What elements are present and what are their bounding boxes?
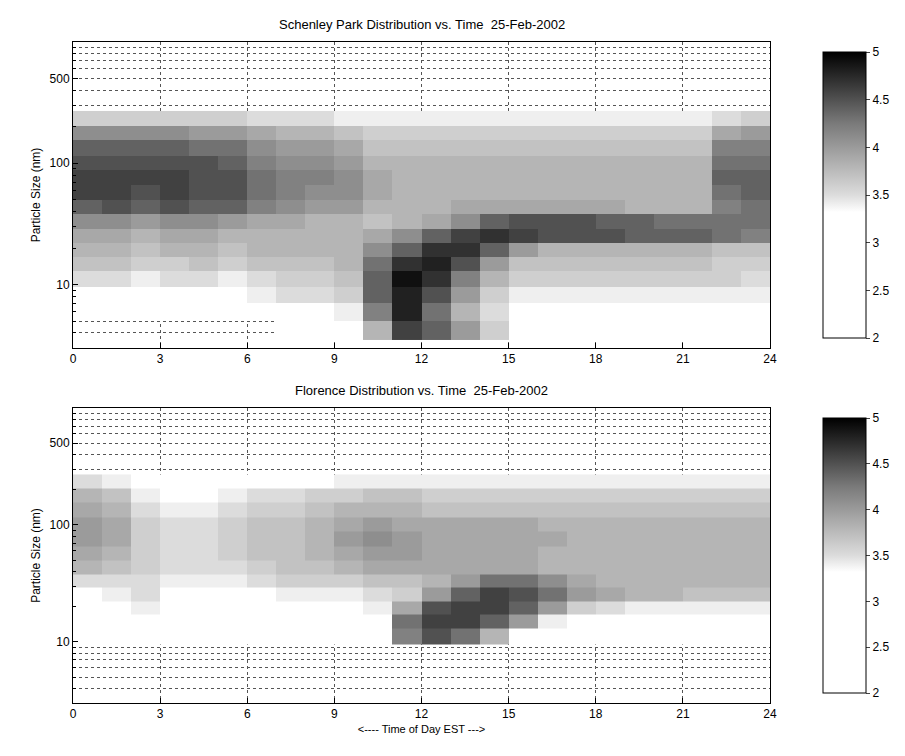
svg-text:2.5: 2.5 — [872, 640, 889, 654]
svg-text:6: 6 — [244, 707, 251, 721]
svg-text:3.5: 3.5 — [872, 188, 889, 202]
svg-text:4.5: 4.5 — [872, 93, 889, 107]
svg-text:2.5: 2.5 — [872, 284, 889, 298]
svg-text:0: 0 — [70, 707, 77, 721]
svg-text:3: 3 — [157, 352, 164, 366]
svg-text:5: 5 — [872, 411, 879, 425]
svg-text:3: 3 — [872, 595, 879, 609]
svg-text:3.5: 3.5 — [872, 549, 889, 563]
svg-text:Schenley Park Distribution vs.: Schenley Park Distribution vs. Time 25-F… — [279, 17, 565, 32]
svg-text:12: 12 — [415, 707, 429, 721]
svg-text:3: 3 — [157, 707, 164, 721]
svg-text:21: 21 — [676, 352, 690, 366]
svg-text:<---- Time of Day EST --->: <---- Time of Day EST ---> — [358, 723, 486, 735]
svg-text:Florence Distribution vs. Time: Florence Distribution vs. Time 25-Feb-20… — [295, 383, 548, 398]
svg-text:2: 2 — [872, 331, 879, 345]
svg-text:10: 10 — [56, 635, 70, 649]
svg-text:500: 500 — [50, 436, 70, 450]
svg-text:18: 18 — [589, 352, 603, 366]
svg-text:15: 15 — [502, 352, 516, 366]
svg-text:Particle Size (nm): Particle Size (nm) — [29, 148, 43, 243]
svg-text:15: 15 — [502, 707, 516, 721]
svg-text:0: 0 — [70, 352, 77, 366]
svg-text:18: 18 — [589, 707, 603, 721]
svg-text:2: 2 — [872, 686, 879, 700]
svg-text:4.5: 4.5 — [872, 457, 889, 471]
svg-text:9: 9 — [331, 352, 338, 366]
svg-text:9: 9 — [331, 707, 338, 721]
svg-text:21: 21 — [676, 707, 690, 721]
svg-text:5: 5 — [872, 45, 879, 59]
svg-text:24: 24 — [763, 707, 777, 721]
svg-text:100: 100 — [50, 156, 70, 170]
svg-text:4: 4 — [872, 141, 879, 155]
svg-text:12: 12 — [415, 352, 429, 366]
svg-text:4: 4 — [872, 503, 879, 517]
svg-text:100: 100 — [50, 518, 70, 532]
svg-text:3: 3 — [872, 236, 879, 250]
svg-text:10: 10 — [56, 278, 70, 292]
svg-text:Particle Size (nm): Particle Size (nm) — [29, 508, 43, 603]
svg-text:500: 500 — [50, 72, 70, 86]
svg-text:6: 6 — [244, 352, 251, 366]
svg-text:24: 24 — [763, 352, 777, 366]
